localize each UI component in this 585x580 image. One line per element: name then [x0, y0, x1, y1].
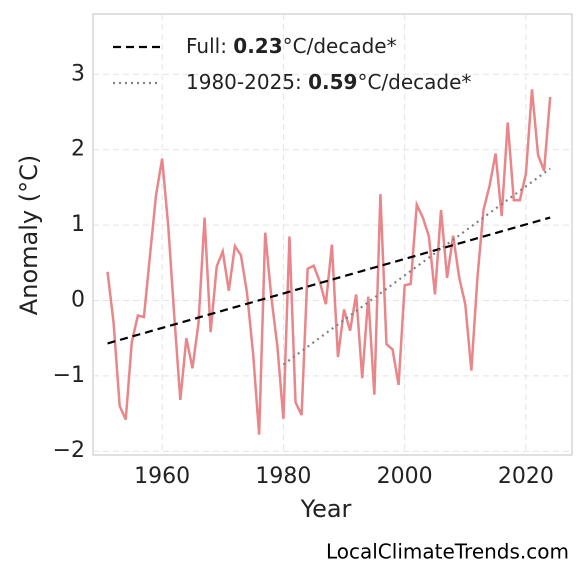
y-axis-label: Anomaly (°C): [15, 155, 43, 315]
legend-label: Full: 0.23°C/decade*: [186, 34, 397, 58]
legend-part: Full:: [186, 34, 233, 58]
source: LocalClimateTrends.com: [326, 540, 569, 564]
data-line: [106, 89, 552, 435]
x-axis-label: Year: [300, 495, 352, 523]
legend-part: °C/decade*: [357, 70, 471, 94]
y-tick-label: −2: [53, 438, 85, 463]
plot-frame: [92, 13, 573, 456]
legend-label: 1980-2025: 0.59°C/decade*: [186, 70, 471, 94]
y-tick-label: 3: [71, 61, 85, 86]
legend-part: 0.59: [308, 70, 357, 94]
x-tick-label: 1960: [134, 464, 190, 489]
x-tick-label: 2000: [377, 464, 433, 489]
x-tick-label: 1980: [255, 464, 311, 489]
legend-part: °C/decade*: [283, 34, 397, 58]
legend-part: 1980-2025:: [186, 70, 308, 94]
legend-part: 0.23: [233, 34, 282, 58]
trend-line: [282, 167, 551, 366]
y-tick-label: 0: [71, 287, 85, 312]
y-tick-label: 1: [71, 212, 85, 237]
x-tick-label: 2020: [498, 464, 554, 489]
trend-line: [107, 216, 551, 345]
y-tick-label: −1: [53, 363, 85, 388]
y-tick-label: 2: [71, 137, 85, 162]
